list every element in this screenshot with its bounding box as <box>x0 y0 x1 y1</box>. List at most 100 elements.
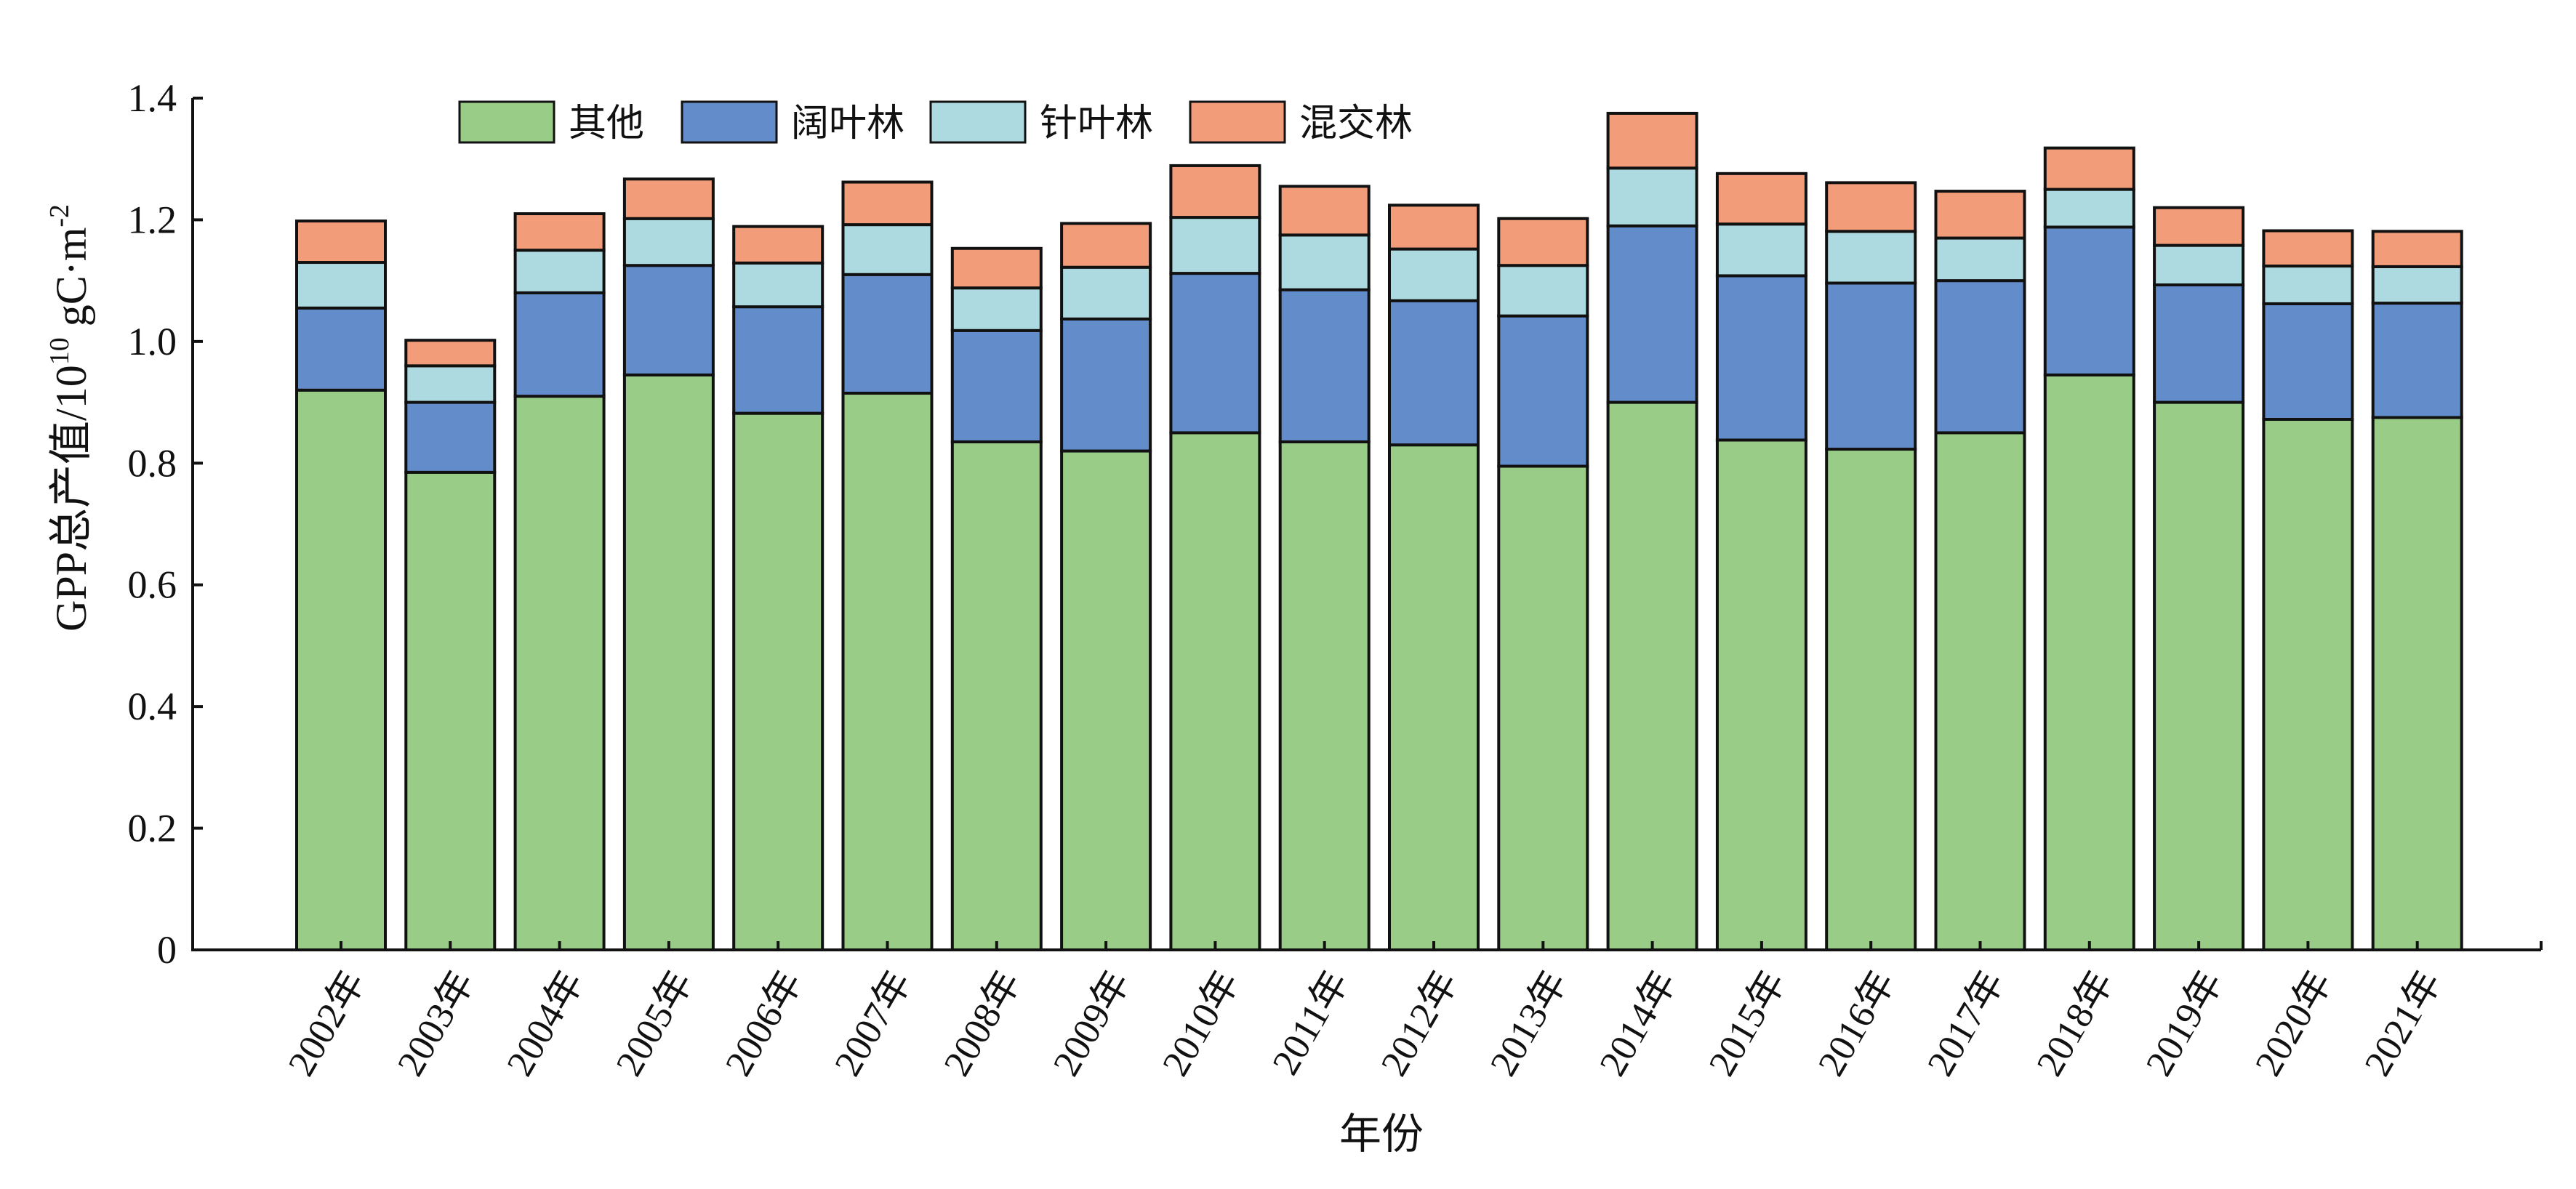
bar-segment <box>622 373 715 951</box>
bar-segment <box>1934 279 2026 435</box>
y-tick-label: 1.2 <box>128 198 177 241</box>
bar-segment <box>2371 416 2463 951</box>
bar-segment <box>841 273 934 395</box>
bar-segment <box>513 395 606 951</box>
bar-segment <box>295 261 387 310</box>
bar-segment <box>1715 274 1807 442</box>
x-tick-label: 2010年 <box>1154 964 1248 1084</box>
y-tick-label: 0.4 <box>128 685 177 728</box>
bar-segment <box>295 388 387 951</box>
bar-segment <box>1606 400 1698 951</box>
bar-segment <box>1278 288 1371 443</box>
bar-segment <box>950 246 1043 290</box>
legend-swatch <box>1189 100 1286 144</box>
bar-segment <box>1388 203 1480 251</box>
bar-segment <box>404 364 497 404</box>
bar-segment <box>404 339 497 368</box>
bar-segment <box>1497 264 1589 318</box>
y-tick-label: 0.8 <box>128 441 177 485</box>
bar-segment <box>1169 216 1261 275</box>
bar-segment <box>950 286 1043 332</box>
legend: 其他 阔叶林 针叶林 混交林 <box>458 100 1413 145</box>
bar-segment <box>841 180 934 227</box>
x-tick-label: 2018年 <box>2028 964 2122 1084</box>
bar-segment <box>2043 373 2135 951</box>
bar-segment <box>622 217 715 267</box>
bar-segment <box>1278 185 1371 237</box>
bar-segment <box>1825 448 1917 951</box>
y-tick-label: 1.4 <box>128 76 177 120</box>
x-tick-label: 2003年 <box>389 964 483 1084</box>
legend-label: 混交林 <box>1299 102 1413 145</box>
x-tick-label: 2006年 <box>716 964 811 1084</box>
bar-segment <box>295 219 387 265</box>
x-tick-label: 2017年 <box>1919 964 2013 1084</box>
bar-segment <box>2153 400 2245 951</box>
bar-segment <box>1606 166 1698 227</box>
bar-segment <box>1606 224 1698 404</box>
bar-segment <box>1934 236 2026 283</box>
x-tick-label: 2016年 <box>1809 964 1903 1084</box>
y-axis-title-sup1: 10 <box>44 337 75 365</box>
bar-segment <box>622 177 715 220</box>
bar-segment <box>1497 314 1589 468</box>
x-axis-title: 年份 <box>1339 1109 1424 1158</box>
bar-segment <box>2262 302 2354 422</box>
bar-segment <box>1606 111 1698 170</box>
bar-segment <box>513 291 606 398</box>
y-axis-title-mid: gC·m <box>47 227 95 338</box>
bar-segment <box>2262 229 2354 268</box>
bar-segment <box>1388 443 1480 951</box>
y-axis-title: GPP总产值/1010 gC·m-2 <box>44 204 95 632</box>
bar-segment <box>732 225 824 265</box>
bar-segment <box>2043 188 2135 229</box>
bar-segment <box>2153 243 2245 287</box>
bar-segment <box>1169 431 1261 951</box>
x-tick-label: 2015年 <box>1700 964 1794 1084</box>
bar-segment <box>732 261 824 309</box>
bar-segment <box>1060 449 1152 951</box>
bar-segment <box>1715 222 1807 278</box>
bar-segment <box>1169 164 1261 219</box>
y-tick-label: 1.0 <box>128 320 177 363</box>
x-tick-label: 2009年 <box>1044 964 1139 1084</box>
bar-segment <box>1825 181 1917 233</box>
x-tick-label: 2011年 <box>1264 964 1357 1082</box>
bar-segment <box>950 329 1043 443</box>
bar-segment <box>1388 247 1480 302</box>
x-tick-label: 2021年 <box>2356 964 2450 1084</box>
bar-segment <box>1060 317 1152 453</box>
y-ticks-group: 0 0.2 0.4 0.6 0.8 1.0 1.2 1.4 <box>128 76 203 972</box>
bar-segment <box>1169 272 1261 435</box>
bar-segment <box>732 305 824 415</box>
bar-segment <box>2371 302 2463 419</box>
bar-segment <box>1934 431 2026 951</box>
y-tick-label: 0.6 <box>128 563 177 607</box>
x-tick-label: 2002年 <box>279 964 374 1084</box>
bar-segment <box>732 411 824 951</box>
x-tick-label: 2005年 <box>607 964 702 1084</box>
bar-segment <box>1825 230 1917 285</box>
x-tick-label: 2013年 <box>1482 964 1576 1084</box>
bar-segment <box>1278 440 1371 951</box>
x-tick-label: 2008年 <box>935 964 1030 1084</box>
legend-swatch <box>929 100 1027 144</box>
bar-segment <box>1715 172 1807 226</box>
bar-segment <box>404 470 497 951</box>
x-tick-label: 2012年 <box>1372 964 1466 1084</box>
x-tick-label: 2020年 <box>2247 964 2341 1084</box>
legend-swatch <box>458 100 555 144</box>
axes-group <box>191 98 2543 951</box>
bar-segment <box>1388 299 1480 447</box>
bar-segment <box>2262 418 2354 951</box>
legend-swatch <box>681 100 778 144</box>
x-tick-label: 2007年 <box>826 964 920 1084</box>
bar-segment <box>513 212 606 252</box>
bar-segment <box>2043 146 2135 191</box>
bar-segment <box>1060 222 1152 269</box>
bar-segment <box>622 264 715 376</box>
bar-segment <box>2153 206 2245 247</box>
legend-label: 阔叶林 <box>791 102 904 145</box>
